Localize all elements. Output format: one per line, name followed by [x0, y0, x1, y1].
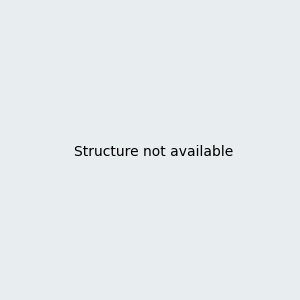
- Text: Structure not available: Structure not available: [74, 145, 233, 158]
